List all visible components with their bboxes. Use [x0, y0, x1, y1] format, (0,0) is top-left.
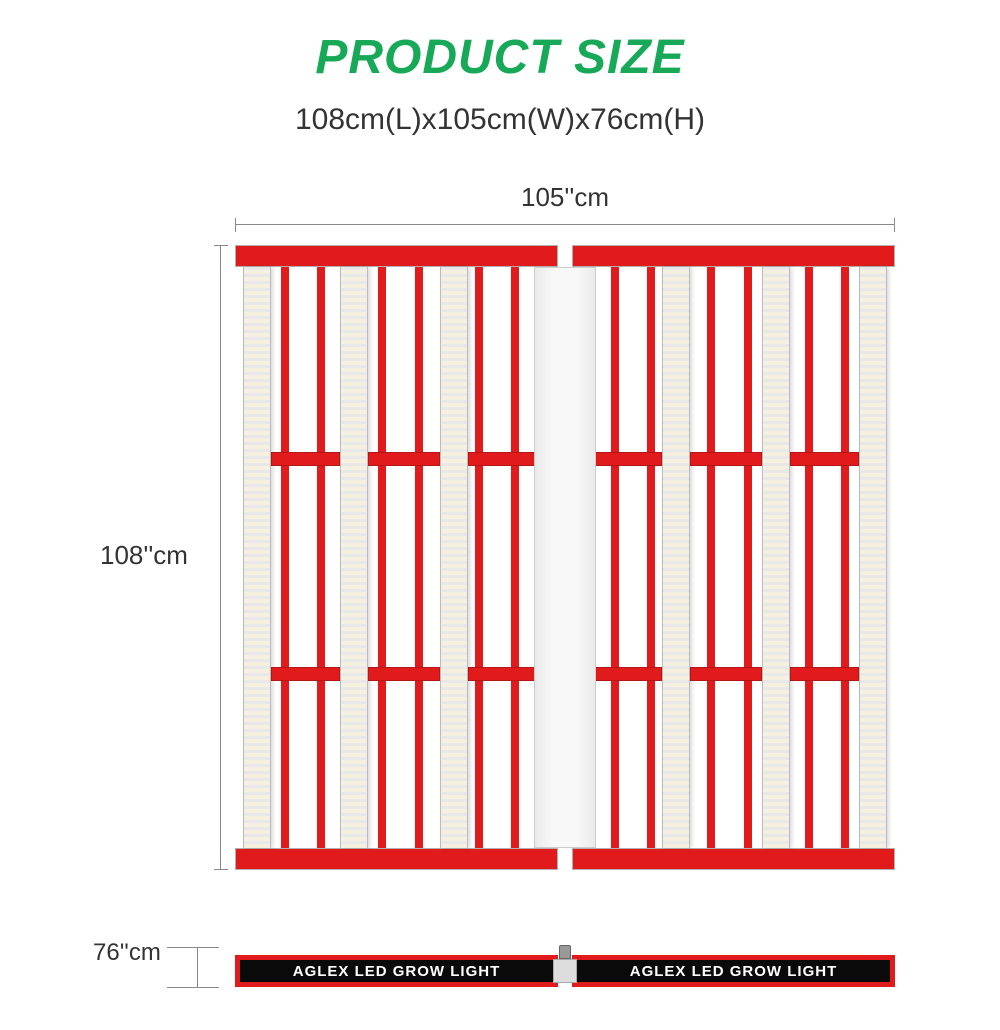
bottom-rail: [235, 848, 558, 870]
cross-brace: [235, 667, 558, 681]
side-half-right: AGLEX LED GROW LIGHT: [572, 955, 895, 987]
led-bar: [762, 267, 790, 848]
product-top-view: [235, 245, 895, 870]
length-tick-top: [214, 245, 228, 246]
product-half-right: [572, 245, 895, 870]
led-bar: [340, 267, 368, 848]
length-dimension: 108''cm: [180, 245, 230, 870]
red-strut: [475, 267, 483, 848]
red-strut: [611, 267, 619, 848]
product-half-left: [235, 245, 558, 870]
width-dim-line: [235, 224, 895, 225]
led-bar: [243, 267, 271, 848]
led-bar: [662, 267, 690, 848]
red-strut: [281, 267, 289, 848]
length-tick-bottom: [214, 869, 228, 870]
red-strut: [378, 267, 386, 848]
width-tick-left: [235, 218, 236, 232]
page-title: PRODUCT SIZE: [0, 30, 1000, 85]
brand-text-right: AGLEX LED GROW LIGHT: [577, 960, 890, 982]
red-strut: [744, 267, 752, 848]
width-label: 105''cm: [235, 182, 895, 213]
led-bar: [859, 267, 887, 848]
side-half-left: AGLEX LED GROW LIGHT: [235, 955, 558, 987]
cross-brace: [572, 667, 895, 681]
red-strut: [511, 267, 519, 848]
cross-brace: [572, 452, 895, 466]
red-strut: [707, 267, 715, 848]
red-strut: [647, 267, 655, 848]
bottom-rail: [572, 848, 895, 870]
brand-text-left: AGLEX LED GROW LIGHT: [240, 960, 553, 982]
center-driver-bar: [534, 267, 596, 848]
width-dimension: 105''cm: [235, 190, 895, 240]
product-side-view: 76''cm AGLEX LED GROW LIGHT AGLEX LED GR…: [155, 945, 895, 1005]
length-dim-line: [220, 245, 221, 870]
side-bar: AGLEX LED GROW LIGHT AGLEX LED GROW LIGH…: [235, 955, 895, 987]
led-bar: [440, 267, 468, 848]
red-strut: [415, 267, 423, 848]
height-label: 76''cm: [93, 939, 161, 967]
side-center-block: [553, 959, 577, 983]
red-strut: [805, 267, 813, 848]
top-rail: [235, 245, 558, 267]
width-tick-right: [894, 218, 895, 232]
length-label: 108''cm: [100, 540, 188, 571]
height-dim-bracket: [167, 947, 219, 987]
product-diagram: 105''cm 108''cm 76''cm AGLEX: [0, 190, 1000, 1030]
red-strut: [317, 267, 325, 848]
cross-brace: [235, 452, 558, 466]
page-subtitle: 108cm(L)x105cm(W)x76cm(H): [0, 103, 1000, 137]
top-rail: [572, 245, 895, 267]
side-knob: [559, 945, 571, 959]
red-strut: [841, 267, 849, 848]
